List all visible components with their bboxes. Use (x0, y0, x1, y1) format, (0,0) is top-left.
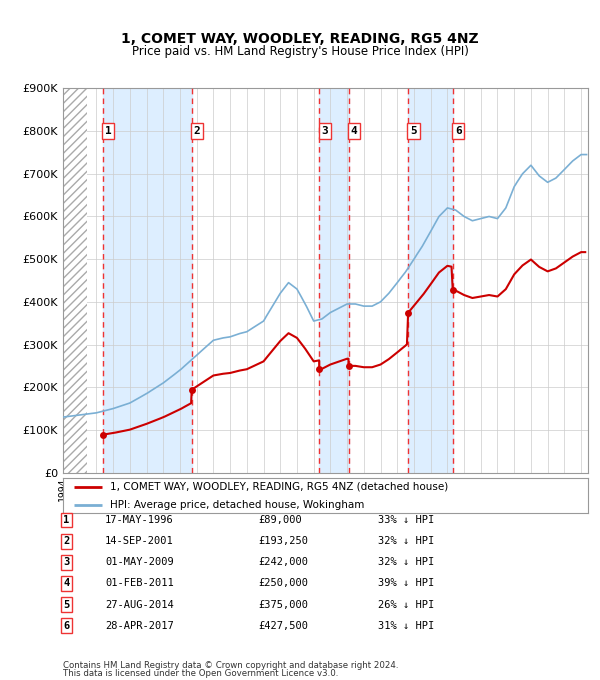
Text: 6: 6 (63, 621, 69, 630)
Text: £375,000: £375,000 (258, 600, 308, 609)
Text: 32% ↓ HPI: 32% ↓ HPI (378, 558, 434, 567)
Text: 17-MAY-1996: 17-MAY-1996 (105, 515, 174, 525)
Text: 32% ↓ HPI: 32% ↓ HPI (378, 537, 434, 546)
Text: 1, COMET WAY, WOODLEY, READING, RG5 4NZ: 1, COMET WAY, WOODLEY, READING, RG5 4NZ (121, 33, 479, 46)
Text: 33% ↓ HPI: 33% ↓ HPI (378, 515, 434, 525)
Text: 2: 2 (63, 537, 69, 546)
Bar (408, 88, 453, 473)
Text: 2: 2 (194, 126, 200, 136)
Text: £250,000: £250,000 (258, 579, 308, 588)
Text: 3: 3 (63, 558, 69, 567)
Text: 1, COMET WAY, WOODLEY, READING, RG5 4NZ (detached house): 1, COMET WAY, WOODLEY, READING, RG5 4NZ … (110, 482, 449, 492)
Text: This data is licensed under the Open Government Licence v3.0.: This data is licensed under the Open Gov… (63, 668, 338, 678)
Text: HPI: Average price, detached house, Wokingham: HPI: Average price, detached house, Woki… (110, 500, 365, 509)
Text: £193,250: £193,250 (258, 537, 308, 546)
Text: 31% ↓ HPI: 31% ↓ HPI (378, 621, 434, 630)
Bar (103, 88, 192, 473)
Text: 5: 5 (63, 600, 69, 609)
Bar (63, 88, 86, 473)
Text: £89,000: £89,000 (258, 515, 302, 525)
Text: 1: 1 (105, 126, 112, 136)
Text: Price paid vs. HM Land Registry's House Price Index (HPI): Price paid vs. HM Land Registry's House … (131, 45, 469, 58)
Text: 27-AUG-2014: 27-AUG-2014 (105, 600, 174, 609)
Text: 01-MAY-2009: 01-MAY-2009 (105, 558, 174, 567)
Text: 28-APR-2017: 28-APR-2017 (105, 621, 174, 630)
Text: 01-FEB-2011: 01-FEB-2011 (105, 579, 174, 588)
Text: 4: 4 (63, 579, 69, 588)
Text: 26% ↓ HPI: 26% ↓ HPI (378, 600, 434, 609)
Bar (319, 88, 349, 473)
Text: 5: 5 (410, 126, 417, 136)
Text: 39% ↓ HPI: 39% ↓ HPI (378, 579, 434, 588)
Text: 14-SEP-2001: 14-SEP-2001 (105, 537, 174, 546)
Text: £242,000: £242,000 (258, 558, 308, 567)
Text: Contains HM Land Registry data © Crown copyright and database right 2024.: Contains HM Land Registry data © Crown c… (63, 660, 398, 670)
Text: 6: 6 (455, 126, 461, 136)
Text: 3: 3 (321, 126, 328, 136)
Text: £427,500: £427,500 (258, 621, 308, 630)
Text: 1: 1 (63, 515, 69, 525)
Text: 4: 4 (350, 126, 358, 136)
